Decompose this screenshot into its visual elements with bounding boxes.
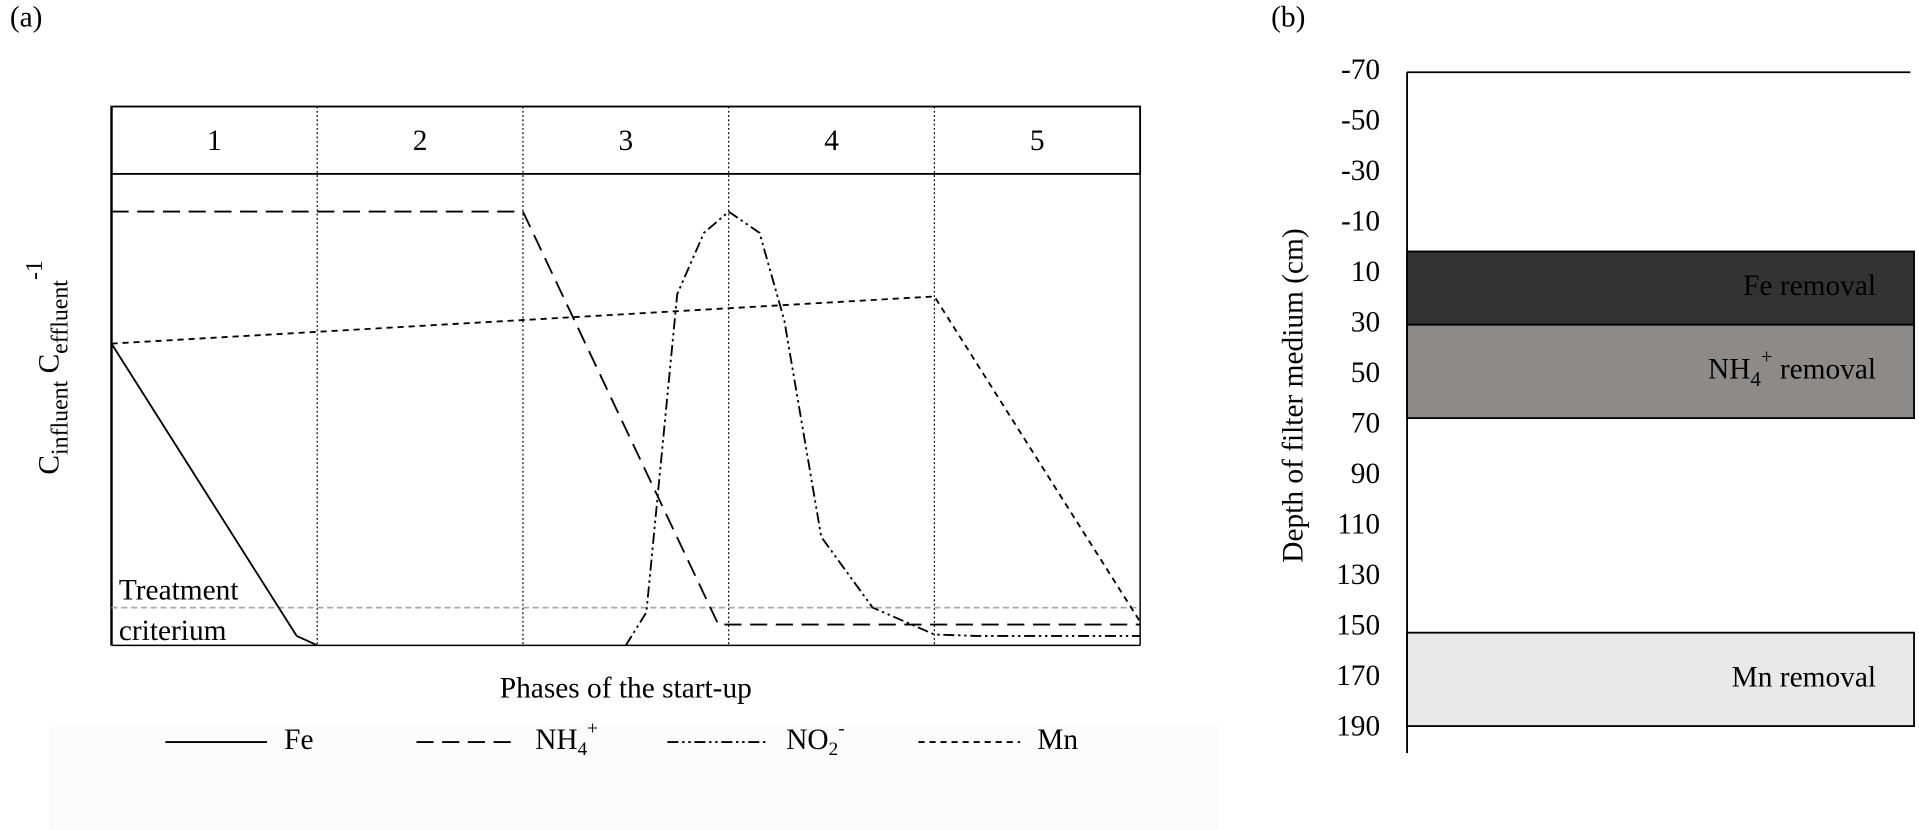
text-part: effluent xyxy=(48,280,74,354)
x-axis-label: Phases of the start-up xyxy=(500,672,752,704)
legend-background xyxy=(49,722,1219,830)
y-tick-label: 170 xyxy=(1336,660,1380,692)
text-part: Mn removal xyxy=(1732,661,1876,693)
band-label: Fe removal xyxy=(1743,270,1876,302)
data-line xyxy=(111,210,1141,626)
text-part: influent xyxy=(48,380,74,455)
text-part: Mn xyxy=(1037,724,1078,756)
data-line xyxy=(110,343,318,647)
depth-band xyxy=(1406,323,1915,420)
y-tick-label: -70 xyxy=(1341,54,1380,86)
legend-label: NO2- xyxy=(786,719,844,761)
text-part: C xyxy=(33,455,65,475)
phase-label: 4 xyxy=(824,125,839,157)
y-tick-label: 70 xyxy=(1351,407,1380,439)
data-line xyxy=(111,295,1141,623)
data-line xyxy=(625,210,1141,646)
text-part: Fe removal xyxy=(1743,270,1876,302)
text-part: + xyxy=(587,719,598,740)
y-axis-label: Cinfluent Ceffluent-1 xyxy=(22,260,74,474)
y-tick-label: 90 xyxy=(1351,458,1380,490)
phase-label: 2 xyxy=(413,125,428,157)
text-part: Fe xyxy=(284,724,313,756)
y-tick-label: 190 xyxy=(1336,710,1380,742)
y-tick-label: -30 xyxy=(1341,155,1380,187)
y-tick-label: 130 xyxy=(1336,559,1380,591)
depth-band xyxy=(1406,631,1915,728)
y-axis-label: Depth of filter medium (cm) xyxy=(1277,228,1309,562)
text-part: + xyxy=(1761,346,1773,368)
text-part: NH xyxy=(1708,353,1750,385)
phase-label: 5 xyxy=(1030,125,1045,157)
legend-label: Fe xyxy=(284,724,313,756)
y-tick-label: 110 xyxy=(1337,508,1380,540)
text-part: 2 xyxy=(829,739,839,760)
band-label: NH4+ removal xyxy=(1708,346,1876,390)
phase-label: 1 xyxy=(207,125,222,157)
y-tick-label: 10 xyxy=(1351,256,1380,288)
text-part: removal xyxy=(1772,353,1876,385)
y-tick-label: -10 xyxy=(1341,205,1380,237)
y-tick-label: 50 xyxy=(1351,357,1380,389)
text-part: NO xyxy=(786,724,828,756)
text-part: 4 xyxy=(578,739,588,760)
panel-label: (b) xyxy=(1271,1,1305,33)
text-part: NH xyxy=(535,724,577,756)
text-part: 4 xyxy=(1750,369,1761,391)
threshold-label: Treatment xyxy=(119,574,239,606)
legend-label: Mn xyxy=(1037,724,1078,756)
phase-label: 3 xyxy=(618,125,633,157)
legend-label: NH4+ xyxy=(535,719,598,761)
y-tick-label: -50 xyxy=(1341,104,1380,136)
y-tick-label: 30 xyxy=(1351,306,1380,338)
y-tick-label: 150 xyxy=(1336,609,1380,641)
text-part: -1 xyxy=(22,260,48,280)
band-label: Mn removal xyxy=(1732,661,1876,693)
panel-label: (a) xyxy=(10,1,43,33)
text-part: C xyxy=(33,354,65,381)
text-part: - xyxy=(838,719,844,740)
threshold-label: criterium xyxy=(119,615,227,647)
